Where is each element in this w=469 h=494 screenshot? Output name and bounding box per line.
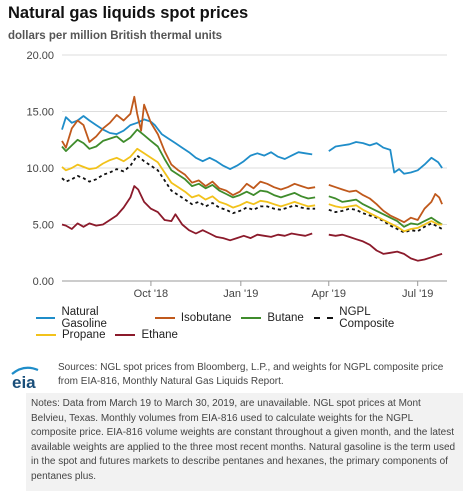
y-tick-label: 10.00: [26, 163, 54, 175]
x-axis: Oct '18 Jan '19 Apr '19 Jul '19: [134, 281, 433, 300]
series-line-ngpl-composite: [61, 154, 316, 215]
series-lines: [61, 95, 443, 262]
legend-item: Butane: [241, 311, 304, 324]
series-line-ethane: [328, 233, 443, 262]
x-tick-label: Jul '19: [402, 288, 433, 300]
legend-swatch: [313, 316, 334, 319]
x-tick-label: Oct '18: [134, 288, 169, 300]
gridlines: [62, 54, 447, 282]
y-tick-label: 15.00: [26, 107, 54, 119]
legend-swatch: [154, 316, 175, 319]
sources-text: Sources: NGL spot prices from Bloomberg,…: [58, 362, 444, 387]
legend-item: Ethane: [115, 328, 178, 341]
legend-swatch: [241, 316, 262, 319]
series-line-isobutane: [61, 95, 316, 197]
x-tick-label: Apr '19: [312, 288, 347, 300]
legend-swatch: [115, 333, 136, 336]
legend-swatch: [36, 316, 56, 319]
y-tick-label: 5.00: [33, 220, 54, 232]
chart-subtitle: dollars per million British thermal unit…: [8, 30, 223, 42]
series-line-natural-gasoline: [328, 141, 443, 175]
series-line-butane: [61, 128, 316, 200]
series-line-propane: [61, 147, 316, 209]
notes-box: [26, 393, 463, 491]
eia-logo: eia: [11, 366, 39, 391]
series-line-natural-gasoline: [61, 115, 313, 171]
legend-item: Natural Gasoline: [36, 306, 145, 330]
legend-label: NGPL Composite: [339, 305, 395, 330]
legend-label: Natural Gasoline: [61, 305, 107, 330]
series-line-propane: [328, 203, 443, 233]
legend-label: Ethane: [141, 328, 178, 341]
x-tick-label: Jan '19: [223, 288, 258, 300]
legend-label: Isobutane: [180, 311, 232, 324]
chart-legend: Natural Gasoline Isobutane Butane NGPL Comp…: [36, 306, 436, 343]
legend-item: Propane: [36, 329, 105, 341]
series-line-ethane: [61, 185, 313, 242]
series-line-butane: [328, 195, 443, 228]
legend-swatch: [36, 333, 56, 336]
y-tick-label: 20.00: [26, 50, 54, 62]
legend-label: Propane: [62, 328, 106, 341]
legend-item: Isobutane: [154, 311, 232, 324]
svg-text:eia: eia: [12, 373, 36, 391]
legend-label: Butane: [267, 311, 304, 324]
series-line-ngpl-composite: [328, 207, 443, 234]
legend-row: Natural Gasoline Isobutane Butane NGPL Comp…: [36, 306, 436, 330]
series-line-isobutane: [328, 184, 443, 224]
y-axis: 0.00 5.00 10.00 15.00 20.00: [26, 50, 54, 288]
notes-text: Notes: Data from March 19 to March 30, 2…: [31, 398, 456, 482]
legend-item: NGPL Composite: [313, 305, 426, 330]
line-chart: 0.00 5.00 10.00 15.00 20.00 Oct '18 Jan '19 Ap…: [26, 50, 447, 300]
y-tick-label: 0.00: [33, 276, 54, 288]
legend-row: Propane Ethane: [36, 326, 436, 343]
chart-title: Natural gas liquids spot prices: [8, 4, 249, 22]
